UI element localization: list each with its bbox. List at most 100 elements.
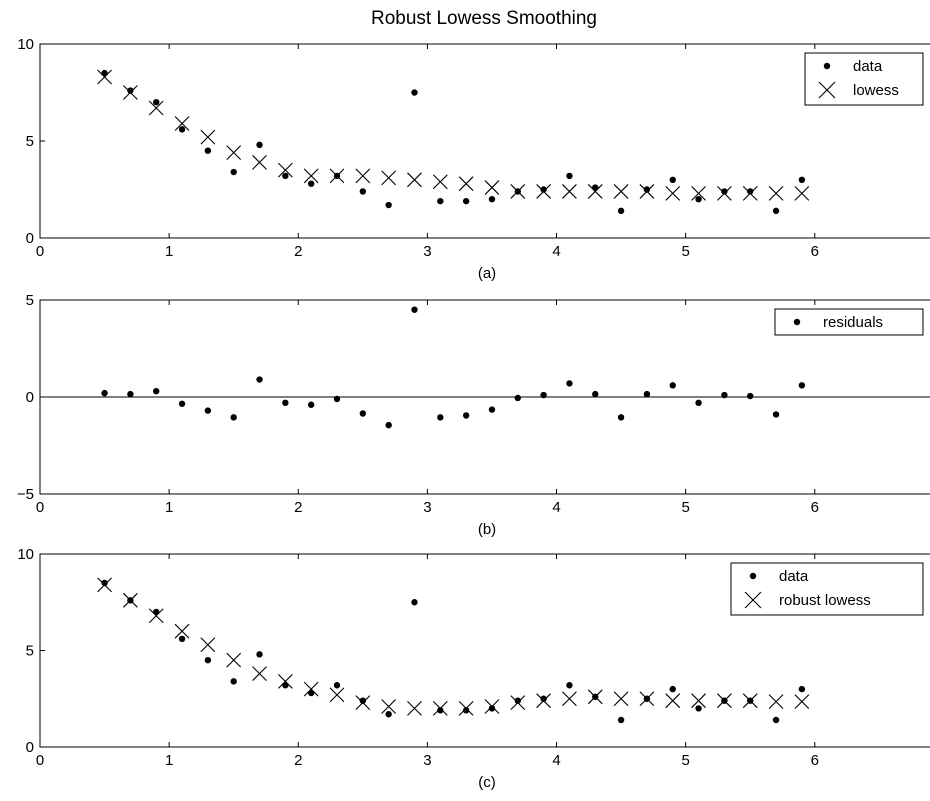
x-tick-label: 4 — [552, 499, 560, 516]
data-point — [307, 180, 315, 187]
series-data — [101, 579, 806, 724]
fit-point — [691, 693, 706, 709]
data-point — [385, 201, 392, 209]
y-tick-label: 10 — [17, 36, 34, 53]
fit-point — [562, 184, 577, 199]
data-point — [256, 376, 263, 383]
fit-point — [148, 100, 164, 116]
fit-point — [536, 693, 551, 709]
fit-point — [355, 695, 371, 710]
x-tick-label: 3 — [423, 752, 431, 769]
y-tick-label: 0 — [26, 230, 34, 247]
data-point — [669, 685, 676, 693]
data-point — [617, 716, 625, 724]
fit-point — [226, 652, 242, 668]
fit-point — [252, 666, 267, 682]
x-tick-label: 4 — [552, 752, 560, 769]
legend-box — [730, 562, 924, 616]
fit-point — [639, 184, 655, 199]
fit-point — [510, 184, 526, 199]
data-point — [127, 390, 134, 398]
data-point — [617, 207, 625, 215]
data-point — [747, 392, 754, 400]
data-point — [798, 685, 806, 693]
data-point — [540, 695, 547, 702]
fit-point — [200, 637, 216, 653]
x-tick-label: 5 — [681, 752, 689, 769]
fit-point — [587, 689, 603, 705]
x-tick-label: 5 — [681, 243, 689, 260]
legend-label: data — [779, 568, 809, 585]
data-point — [566, 682, 573, 689]
data-point — [101, 389, 108, 397]
fit-point — [742, 693, 758, 709]
fit-point — [458, 701, 474, 716]
fit-point — [97, 69, 112, 85]
legend: residuals — [774, 308, 924, 336]
data-point — [437, 707, 444, 714]
data-point — [411, 306, 418, 313]
fit-point — [303, 681, 319, 697]
data-point — [411, 599, 418, 606]
x-tick-label: 6 — [811, 243, 819, 260]
y-tick-label: 10 — [17, 546, 34, 563]
data-point — [101, 579, 108, 587]
chart-panel-c: 0 1 2 3 4 5 6 0 5 10 (c) data robust lowess — [17, 546, 930, 791]
x-tick-label: 4 — [552, 243, 560, 260]
legend: data robust lowess — [730, 562, 924, 616]
data-point — [798, 176, 806, 183]
data-point — [359, 697, 367, 704]
fit-point — [252, 154, 267, 170]
data-point — [256, 141, 263, 149]
x-tick-label: 0 — [36, 243, 44, 260]
data-point — [540, 186, 547, 193]
data-point — [695, 705, 702, 712]
fit-point — [381, 699, 397, 714]
y-tick-label: 5 — [26, 643, 34, 660]
figure-title: Robust Lowess Smoothing — [371, 8, 597, 29]
fit-point — [742, 185, 758, 201]
fit-point — [613, 691, 629, 707]
legend-dot-marker — [823, 62, 831, 70]
chart-panel-b: 0 1 2 3 4 5 6−505(b)residuals — [17, 292, 930, 538]
data-point — [721, 188, 728, 195]
fit-point — [691, 185, 706, 201]
legend-label: residuals — [823, 314, 883, 331]
fit-point — [329, 168, 345, 184]
data-point — [282, 172, 289, 180]
series-data — [101, 69, 806, 215]
fit-point — [665, 185, 681, 201]
data-point — [514, 697, 521, 704]
fit-point — [407, 172, 422, 188]
legend: data lowess — [804, 52, 924, 106]
data-point — [540, 391, 547, 399]
fit-point — [613, 184, 629, 199]
legend-dot-marker — [749, 572, 757, 580]
fit-point — [458, 176, 474, 192]
y-tick-label: 5 — [26, 292, 34, 309]
data-point — [798, 382, 806, 389]
y-tick-label: 0 — [26, 389, 34, 406]
data-point — [669, 176, 676, 183]
data-point — [488, 705, 496, 712]
data-point — [178, 126, 186, 133]
fit-point — [536, 184, 551, 199]
fit-point — [665, 693, 681, 709]
legend-box — [804, 52, 924, 106]
data-point — [566, 172, 573, 180]
fit-point — [510, 695, 526, 710]
data-point — [695, 196, 702, 203]
legend-label: robust lowess — [779, 592, 871, 609]
data-point — [359, 410, 367, 417]
x-tick-label: 0 — [36, 752, 44, 769]
fit-point — [432, 701, 448, 716]
x-tick-label: 0 — [36, 499, 44, 516]
data-point — [230, 168, 237, 176]
x-tick-label: 2 — [294, 752, 302, 769]
data-point — [153, 99, 160, 106]
data-point — [204, 147, 212, 154]
x-tick-label: 2 — [294, 243, 302, 260]
x-tick-label: 2 — [294, 499, 302, 516]
data-point — [307, 401, 315, 408]
data-point — [204, 656, 212, 664]
